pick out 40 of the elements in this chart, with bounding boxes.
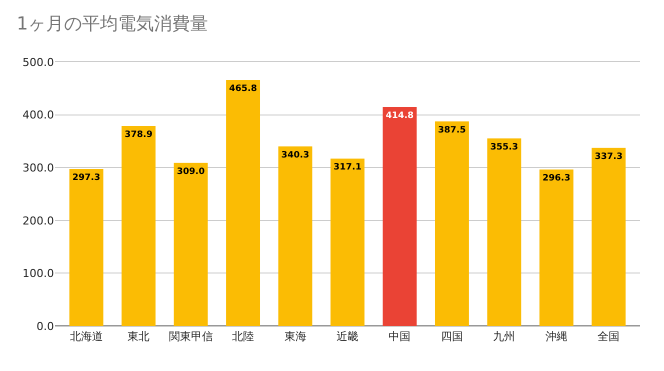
x-tick-label: 沖縄 (545, 330, 568, 344)
x-tick-label: 近畿 (336, 330, 358, 344)
data-label: 337.3 (594, 152, 623, 162)
y-tick-label: 300.0 (22, 161, 54, 174)
chart-title: 1ヶ月の平均電気消費量 (16, 13, 208, 34)
bar (69, 169, 104, 326)
x-tick-label: 北海道 (70, 330, 103, 344)
data-label: 465.8 (229, 84, 258, 94)
bar (226, 80, 260, 326)
data-label: 378.9 (124, 130, 153, 140)
x-tick-label: 九州 (493, 330, 516, 344)
x-tick-label: 四国 (440, 330, 463, 344)
x-tick-label: 中国 (388, 330, 411, 344)
x-tick-label: 関東甲信 (168, 330, 213, 344)
y-tick-label: 0.0 (36, 320, 54, 333)
y-tick-label: 500.0 (22, 56, 54, 69)
data-label: 309.0 (176, 166, 205, 177)
bar (330, 158, 364, 326)
x-tick-label: 北陸 (232, 330, 254, 344)
y-tick-label: 100.0 (22, 267, 54, 280)
bar (487, 138, 522, 326)
x-tick-label: 全国 (598, 330, 620, 344)
bar (592, 148, 626, 326)
x-tick-label: 東北 (128, 330, 150, 344)
bar (382, 106, 417, 326)
bar (539, 170, 574, 326)
y-tick-label: 200.0 (22, 214, 54, 228)
bar (278, 146, 312, 326)
data-label: 297.3 (72, 173, 100, 184)
bar (434, 121, 469, 326)
y-tick-label: 400.0 (22, 108, 54, 122)
bar (174, 162, 208, 326)
data-label: 387.5 (438, 125, 466, 136)
data-label: 296.3 (542, 174, 570, 184)
data-label: 414.8 (386, 111, 414, 122)
data-label: 340.3 (281, 150, 310, 160)
x-tick-label: 東海 (284, 330, 306, 344)
data-label: 317.1 (334, 162, 362, 173)
bar (122, 126, 156, 326)
data-label: 355.3 (490, 142, 518, 152)
